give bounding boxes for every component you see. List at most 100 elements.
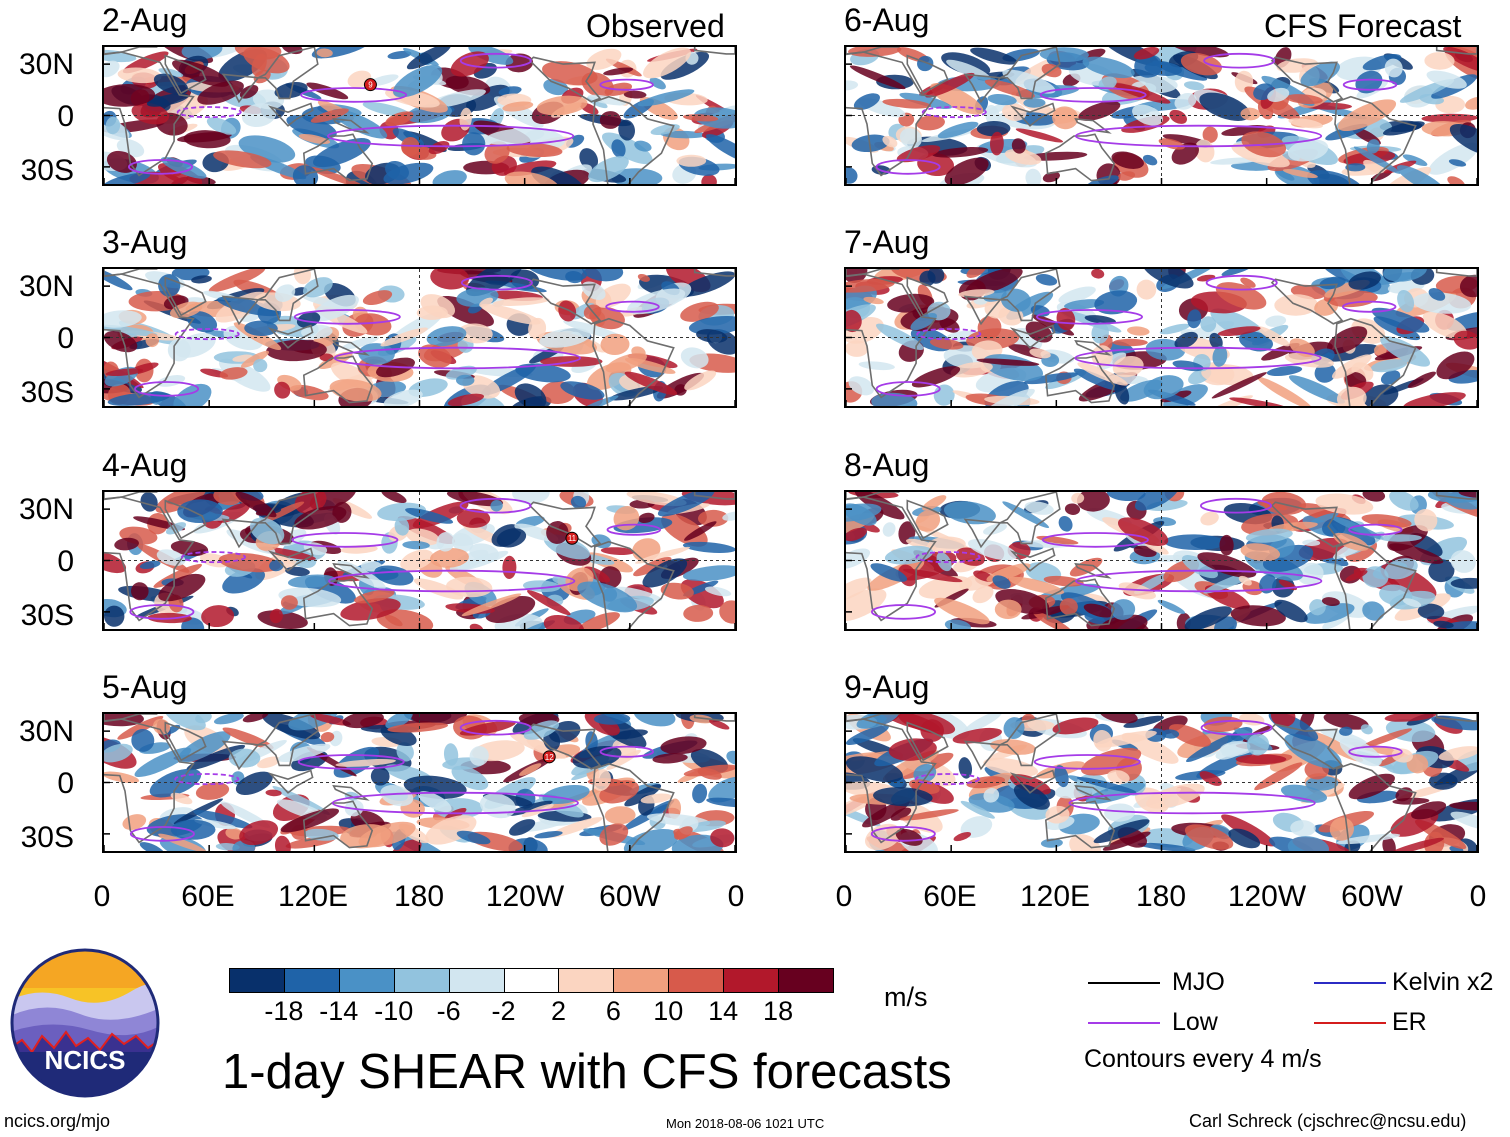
shear-blob — [1433, 620, 1454, 629]
shear-blob — [104, 743, 133, 763]
y-tick-label: 30N — [18, 270, 74, 303]
shear-blob — [1174, 331, 1198, 349]
shear-blob — [1071, 492, 1085, 504]
coastline — [1044, 133, 1116, 182]
shear-blob — [145, 333, 160, 348]
shear-blob — [1348, 271, 1381, 290]
shear-blob — [1040, 838, 1063, 848]
shear-blob — [117, 715, 164, 740]
shear-field — [846, 492, 1477, 629]
legend-label-low: Low — [1172, 1008, 1218, 1036]
coastline — [846, 47, 900, 55]
shear-blob — [213, 714, 244, 725]
shear-blob — [1240, 277, 1256, 288]
shear-blob — [944, 157, 989, 184]
shear-blob — [249, 517, 285, 545]
x-tick-label: 180 — [1135, 880, 1187, 913]
shear-blob — [358, 343, 395, 365]
shear-blob — [1069, 834, 1102, 851]
shear-blob — [362, 290, 393, 306]
storm-marker-label: 12 — [545, 753, 554, 762]
shear-blob — [1414, 509, 1438, 532]
shear-blob — [661, 513, 708, 547]
coastline — [104, 718, 195, 844]
shear-blob — [170, 792, 193, 805]
shear-blob — [943, 501, 996, 525]
coastline — [104, 492, 158, 500]
shear-blob — [1396, 165, 1447, 184]
x-tick-label: 180 — [393, 880, 445, 913]
shear-blob — [459, 720, 516, 736]
shear-blob — [181, 47, 223, 60]
shear-blob — [1211, 372, 1267, 399]
low-contour — [174, 773, 240, 786]
shear-blob — [1114, 381, 1130, 405]
shear-blob — [627, 288, 686, 315]
shear-blob — [846, 167, 858, 184]
colorbar-swatch — [723, 968, 780, 993]
shear-blob — [114, 537, 139, 551]
colorbar-swatch — [448, 968, 505, 993]
shear-blob — [846, 577, 872, 601]
forecast-map-panel — [844, 45, 1479, 186]
coastline — [1334, 95, 1417, 184]
shear-blob — [1307, 170, 1363, 184]
shear-blob — [605, 352, 647, 373]
shear-blob — [1428, 772, 1458, 790]
shear-blob — [611, 139, 626, 158]
shear-blob — [320, 732, 335, 743]
coastline — [302, 355, 374, 404]
shear-blob — [506, 142, 563, 158]
coastline — [1435, 47, 1477, 55]
shear-blob — [1229, 397, 1289, 406]
shear-blob — [542, 784, 590, 805]
shear-blob — [156, 549, 186, 566]
shear-blob — [846, 527, 867, 542]
shear-blob — [458, 323, 493, 344]
shear-blob — [208, 269, 266, 293]
shear-blob — [1137, 842, 1196, 851]
shear-blob — [1093, 819, 1150, 844]
low-contour — [331, 791, 579, 815]
shear-blob — [578, 612, 620, 629]
shear-blob — [1161, 729, 1180, 739]
observed-date-label: 2-Aug — [102, 2, 188, 38]
shear-blob — [242, 714, 269, 723]
shear-blob — [679, 271, 735, 297]
shear-blob — [1146, 783, 1205, 809]
shear-blob — [671, 834, 724, 851]
y-tick-label: 30S — [20, 154, 74, 187]
low-contour — [459, 497, 532, 514]
low-contour — [1200, 719, 1273, 736]
shear-blob — [1111, 599, 1136, 620]
chart-title: 1-day SHEAR with CFS forecasts — [222, 1045, 952, 1099]
low-contour — [1348, 523, 1403, 536]
shear-blob — [642, 558, 688, 588]
shear-blob — [1384, 558, 1418, 580]
low-contour — [293, 309, 401, 325]
colorbar-swatch — [393, 968, 450, 993]
shear-blob — [660, 582, 694, 600]
shear-blob — [1091, 269, 1105, 279]
shear-blob — [674, 384, 687, 396]
shear-blob — [193, 809, 253, 829]
low-contour — [1068, 791, 1316, 815]
shear-blob — [131, 102, 170, 125]
shear-blob — [1064, 299, 1105, 310]
colorbar-swatch — [778, 968, 834, 993]
shear-blob — [1170, 47, 1230, 58]
shear-blob — [922, 495, 947, 511]
shear-blob — [292, 165, 319, 184]
legend-label-kelvin: Kelvin x2 — [1392, 968, 1494, 996]
shear-blob — [1362, 492, 1386, 502]
low-contour — [328, 569, 576, 593]
shear-blob — [1184, 824, 1234, 850]
shear-blob — [461, 593, 522, 617]
shear-blob — [649, 77, 666, 90]
shear-blob — [903, 568, 963, 583]
shear-blob — [1015, 128, 1064, 143]
coastline — [1044, 578, 1116, 627]
shear-blob — [1384, 714, 1437, 722]
coastline — [267, 769, 314, 794]
shear-blob — [1023, 372, 1079, 385]
